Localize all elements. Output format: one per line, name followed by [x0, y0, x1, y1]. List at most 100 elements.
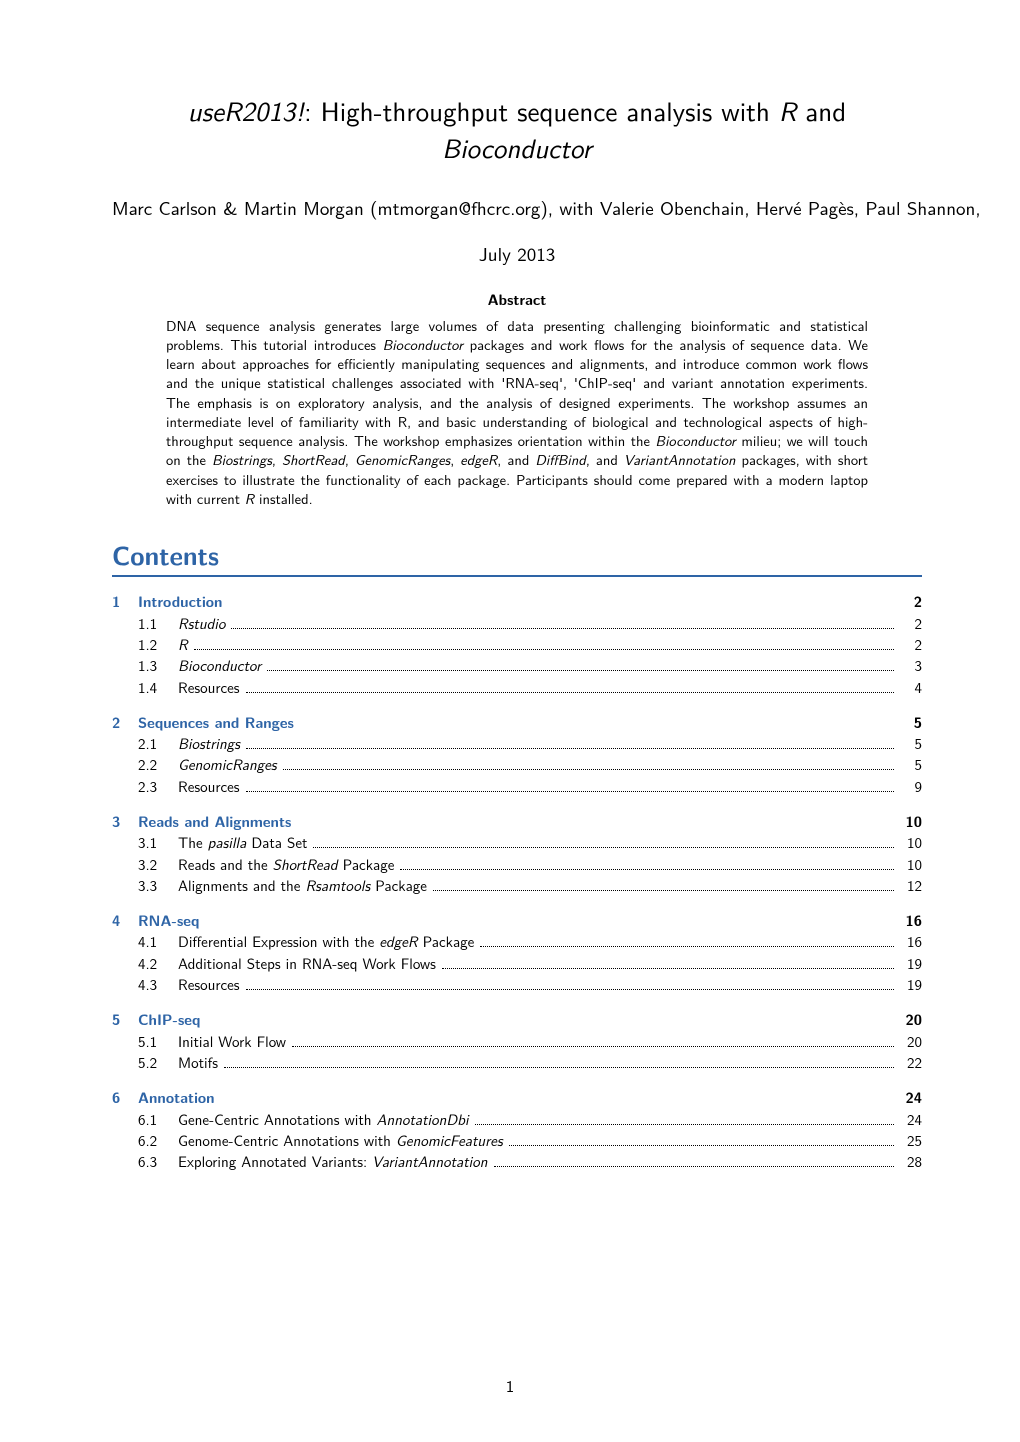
toc-section-row[interactable]: 5ChIP-seq20	[112, 1009, 922, 1030]
toc-subsection-title: GenomicRanges	[178, 754, 277, 775]
toc-sub-pre: Resources	[178, 775, 240, 797]
toc-section-number: 1	[112, 591, 138, 612]
title-line2-italic: Bioconductor	[442, 128, 592, 167]
toc-subsection-row[interactable]: 5.1Initial Work Flow20	[112, 1031, 922, 1052]
toc-section-row[interactable]: 1Introduction2	[112, 591, 922, 612]
abstract-ital: Bioconductor	[655, 430, 735, 451]
toc-section-page: 5	[900, 712, 922, 733]
toc-subsection-number: 2.2	[138, 754, 178, 775]
toc-subsection-page: 10	[900, 854, 922, 875]
toc-subsection-title: R	[178, 634, 188, 655]
toc-sub-pre: Differential Expression with the	[178, 930, 379, 952]
toc-section: 2Sequences and Ranges52.1Biostrings52.2G…	[112, 712, 922, 797]
toc-subsection-title: Additional Steps in RNA-seq Work Flows	[178, 953, 436, 974]
toc-leader-dots	[475, 1124, 894, 1125]
toc-sub-pre: Reads and the	[178, 853, 273, 875]
toc-section-row[interactable]: 3Reads and Alignments10	[112, 811, 922, 832]
toc-subsection-row[interactable]: 2.1Biostrings5	[112, 733, 922, 754]
toc-subsection-row[interactable]: 1.3Bioconductor3	[112, 655, 922, 676]
toc-section-title: Annotation	[138, 1087, 215, 1108]
toc-subsection-page: 2	[900, 613, 922, 634]
toc-leader-dots	[442, 968, 894, 969]
toc-subsection-row[interactable]: 2.3Resources9	[112, 776, 922, 797]
toc-subsection-title: Resources	[178, 974, 240, 995]
authors-line: Marc Carlson & Martin Morgan (mtmorgan@f…	[112, 193, 922, 221]
page-number: 1	[0, 1373, 1020, 1398]
toc-subsection-row[interactable]: 4.3Resources19	[112, 974, 922, 995]
toc-leader-dots	[292, 1046, 894, 1047]
toc-sub-pre: Motifs	[178, 1051, 218, 1073]
toc-subsection-row[interactable]: 6.2Genome-Centric Annotations with Genom…	[112, 1130, 922, 1151]
abstract-text: ,	[450, 449, 460, 470]
toc-subsection-row[interactable]: 1.1Rstudio2	[112, 613, 922, 634]
toc-section: 6Annotation 246.1Gene-Centric Annotations…	[112, 1087, 922, 1172]
toc-subsection-title: Reads and the ShortRead Package	[178, 854, 394, 875]
toc-section-row[interactable]: 4RNA-seq16	[112, 910, 922, 931]
toc-subsection-row[interactable]: 3.1The pasilla Data Set10	[112, 832, 922, 853]
toc-subsection-title: Alignments and the Rsamtools Package	[178, 875, 427, 896]
toc-sub-ital: GenomicRanges	[178, 753, 277, 775]
toc-leader-dots	[433, 890, 894, 891]
title-pre-italic: useR2013!	[188, 91, 304, 130]
toc-subsection-page: 28	[900, 1151, 922, 1172]
toc-subsection-row[interactable]: 6.3Exploring Annotated Variants: Variant…	[112, 1151, 922, 1172]
toc-leader-dots	[509, 1145, 894, 1146]
title-r-italic: R	[779, 91, 796, 130]
toc-subsection-number: 4.1	[138, 931, 178, 952]
abstract-text: , and	[586, 449, 624, 470]
toc-sub-pre: Exploring Annotated Variants:	[178, 1150, 372, 1172]
toc-leader-dots	[267, 670, 894, 671]
toc-section-number: 2	[112, 712, 138, 733]
toc-subsection-page: 25	[900, 1130, 922, 1151]
abstract-ital: Biostrings	[212, 449, 272, 470]
toc-subsection-title: Bioconductor	[178, 655, 261, 676]
toc-subsection-page: 20	[900, 1031, 922, 1052]
toc-subsection-number: 6.2	[138, 1130, 178, 1151]
toc-sub-ital: edgeR	[379, 930, 417, 952]
toc-subsection-title: Biostrings	[178, 733, 240, 754]
toc-subsection-number: 1.3	[138, 655, 178, 676]
toc-subsection-row[interactable]: 2.2GenomicRanges5	[112, 754, 922, 775]
page-root: useR2013!: High-throughput sequence anal…	[0, 0, 1020, 1442]
toc-leader-dots	[231, 628, 894, 629]
toc-section-page: 10	[900, 811, 922, 832]
toc-leader-dots	[224, 1067, 894, 1068]
toc-sub-pre: Genome-Centric Annotations with	[178, 1129, 396, 1151]
toc-section-page: 16	[900, 910, 922, 931]
toc-subsection-title: Exploring Annotated Variants: VariantAnn…	[178, 1151, 488, 1172]
toc-sub-ital: Rsamtools	[305, 874, 370, 896]
toc-sub-pre: Initial Work Flow	[178, 1030, 286, 1052]
toc-subsection-row[interactable]: 1.2R2	[112, 634, 922, 655]
toc-section-row[interactable]: 6Annotation 24	[112, 1087, 922, 1108]
toc-subsection-row[interactable]: 4.1Differential Expression with the edge…	[112, 931, 922, 952]
toc-subsection-row[interactable]: 3.3Alignments and the Rsamtools Package1…	[112, 875, 922, 896]
toc-subsection-row[interactable]: 3.2Reads and the ShortRead Package10	[112, 854, 922, 875]
toc-subsection-row[interactable]: 6.1Gene-Centric Annotations with Annotat…	[112, 1109, 922, 1130]
toc-sub-ital: R	[178, 633, 188, 655]
toc-subsection-number: 6.3	[138, 1151, 178, 1172]
toc-sub-ital: ShortRead	[273, 853, 338, 875]
title-post: and	[796, 91, 846, 130]
toc-subsection-row[interactable]: 4.2Additional Steps in RNA-seq Work Flow…	[112, 953, 922, 974]
toc-subsection-page: 5	[900, 733, 922, 754]
toc-subsection-row[interactable]: 5.2Motifs22	[112, 1052, 922, 1073]
toc-section-page: 24	[900, 1087, 922, 1108]
toc-section: 1Introduction21.1Rstudio21.2R21.3Biocond…	[112, 591, 922, 697]
toc-section-number: 6	[112, 1087, 138, 1108]
toc-section-number: 4	[112, 910, 138, 931]
toc-section-row[interactable]: 2Sequences and Ranges5	[112, 712, 922, 733]
abstract-ital: ShortRead	[282, 449, 345, 470]
table-of-contents: 1Introduction21.1Rstudio21.2R21.3Biocond…	[112, 591, 922, 1172]
toc-subsection-number: 2.3	[138, 776, 178, 797]
toc-subsection-row[interactable]: 1.4Resources4	[112, 677, 922, 698]
toc-section-title: Reads and Alignments	[138, 811, 291, 832]
toc-subsection-title: Differential Expression with the edgeR P…	[178, 931, 474, 952]
toc-subsection-number: 1.1	[138, 613, 178, 634]
toc-sub-post: Package	[370, 874, 427, 896]
toc-subsection-number: 3.3	[138, 875, 178, 896]
toc-section-number: 5	[112, 1009, 138, 1030]
toc-section: 5ChIP-seq205.1Initial Work Flow205.2Moti…	[112, 1009, 922, 1073]
toc-leader-dots	[400, 869, 894, 870]
toc-subsection-number: 1.2	[138, 634, 178, 655]
toc-sub-ital: pasilla	[208, 831, 247, 853]
